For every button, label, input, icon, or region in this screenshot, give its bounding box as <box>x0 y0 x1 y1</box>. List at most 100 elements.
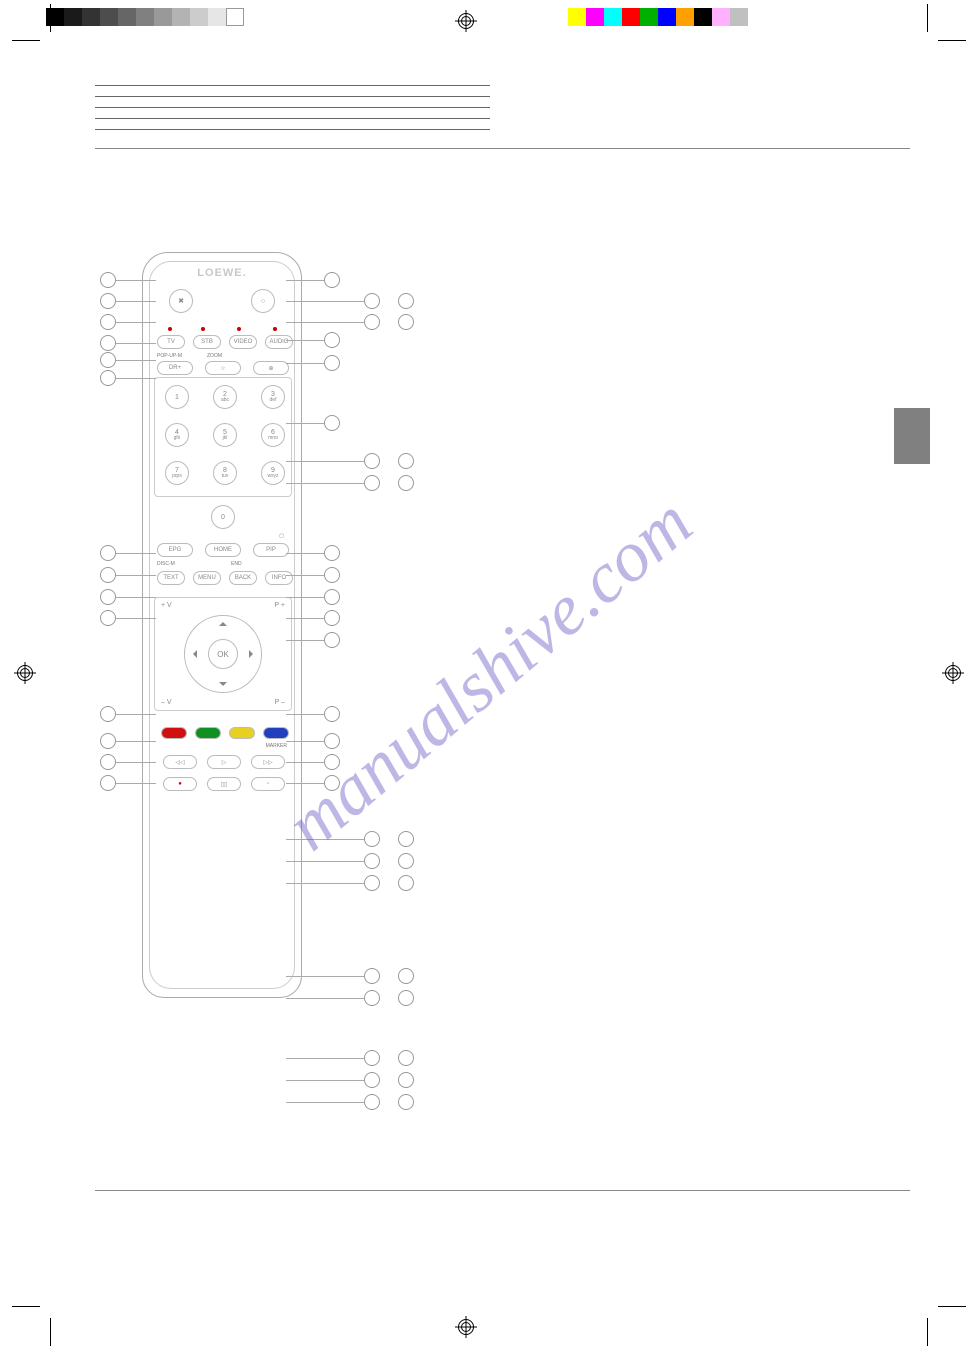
callout-bubble <box>100 335 116 351</box>
label-rect-icon: ▢ <box>279 533 284 539</box>
callout-bubble <box>398 853 414 869</box>
callout-bubble <box>364 990 380 1006</box>
key-5: 5jkl <box>213 423 237 447</box>
color-button <box>229 727 255 739</box>
dev-audio: AUDIO <box>265 335 293 349</box>
callout-leader <box>286 575 324 576</box>
grayscale-calibration-bar <box>46 8 244 26</box>
row2-btn: ☆ <box>205 361 241 375</box>
callout-bubble <box>364 1072 380 1088</box>
dev-video: VIDEO <box>229 335 257 349</box>
callout-bubble <box>398 1050 414 1066</box>
transport-btn: ▫ <box>251 777 285 791</box>
callout-bubble <box>364 314 380 330</box>
transport-btn: ▷▷ <box>251 755 285 769</box>
callout-leader <box>286 301 364 302</box>
page-edge-tab <box>894 408 930 464</box>
power-button: ○ <box>251 289 275 313</box>
callout-leader <box>116 553 156 554</box>
callout-bubble <box>364 1050 380 1066</box>
callout-bubble <box>100 293 116 309</box>
callout-bubble <box>398 968 414 984</box>
label-discm: DISC-M <box>157 561 175 567</box>
crop-mark <box>50 4 51 32</box>
dev-stb: STB <box>193 335 221 349</box>
callout-leader <box>286 461 364 462</box>
vol-up-label: + V <box>161 602 172 609</box>
nav-left-arrow <box>189 650 197 658</box>
callout-bubble <box>364 875 380 891</box>
transport-btn: ◁◁ <box>163 755 197 769</box>
color-button <box>263 727 289 739</box>
watermark-text: manualshive.com <box>270 481 708 867</box>
key-4: 4ghi <box>165 423 189 447</box>
mute-button: ✖ <box>169 289 193 313</box>
crop-mark <box>12 1306 40 1307</box>
header-divider <box>95 148 910 149</box>
callout-leader <box>116 762 156 763</box>
callout-bubble <box>100 754 116 770</box>
callout-bubble <box>398 990 414 1006</box>
dev-tv: TV <box>157 335 185 349</box>
nav-right-arrow <box>249 650 257 658</box>
key-7: 7pqrs <box>165 461 189 485</box>
callout-bubble <box>398 831 414 847</box>
callout-bubble <box>324 632 340 648</box>
callout-bubble <box>100 545 116 561</box>
callout-leader <box>286 976 364 977</box>
callout-leader <box>116 301 156 302</box>
footer-divider <box>95 1190 910 1191</box>
btn-text: TEXT <box>157 571 185 585</box>
callout-bubble <box>100 775 116 791</box>
led-indicator <box>273 327 277 331</box>
callout-leader <box>286 783 324 784</box>
callout-bubble <box>364 968 380 984</box>
callout-bubble <box>398 453 414 469</box>
callout-leader <box>116 597 156 598</box>
btn-epg: EPG <box>157 543 193 557</box>
btn-info: INFO <box>265 571 293 585</box>
callout-leader <box>286 280 324 281</box>
label-marker: MARKER <box>266 743 287 749</box>
crop-mark <box>938 40 966 41</box>
key-2: 2abc <box>213 385 237 409</box>
color-button <box>195 727 221 739</box>
crop-mark <box>12 40 40 41</box>
label-popup: POP-UP-M <box>157 353 182 359</box>
row2-btn: ⊕ <box>253 361 289 375</box>
key-3: 3def <box>261 385 285 409</box>
remote-control-diagram: LOEWE. ✖ ○ POP-UP-M ZOOM 0 ▢ DISC-M END … <box>142 252 302 998</box>
callout-leader <box>286 322 364 323</box>
led-indicator <box>237 327 241 331</box>
color-button <box>161 727 187 739</box>
callout-bubble <box>324 733 340 749</box>
callout-leader <box>116 714 156 715</box>
callout-leader <box>286 741 324 742</box>
callout-bubble <box>324 775 340 791</box>
callout-leader <box>116 280 156 281</box>
key-0: 0 <box>211 505 235 529</box>
color-calibration-bar <box>568 8 748 26</box>
key-6: 6mno <box>261 423 285 447</box>
callout-leader <box>286 1102 364 1103</box>
callout-bubble <box>324 567 340 583</box>
callout-bubble <box>364 1094 380 1110</box>
prog-up-label: P + <box>274 602 285 609</box>
callout-leader <box>286 1058 364 1059</box>
callout-bubble <box>324 332 340 348</box>
callout-bubble <box>324 610 340 626</box>
callout-leader <box>286 483 364 484</box>
callout-leader <box>286 714 324 715</box>
callout-leader <box>286 1080 364 1081</box>
transport-btn: ▯▯ <box>207 777 241 791</box>
callout-leader <box>286 762 324 763</box>
callout-leader <box>116 322 156 323</box>
vol-down-label: – V <box>161 699 172 706</box>
prog-down-label: P – <box>275 699 285 706</box>
registration-mark <box>14 662 36 684</box>
callout-bubble <box>364 293 380 309</box>
callout-bubble <box>398 314 414 330</box>
btn-back: BACK <box>229 571 257 585</box>
navigation-pad: + V P + – V P – OK <box>154 597 292 711</box>
callout-bubble <box>398 475 414 491</box>
